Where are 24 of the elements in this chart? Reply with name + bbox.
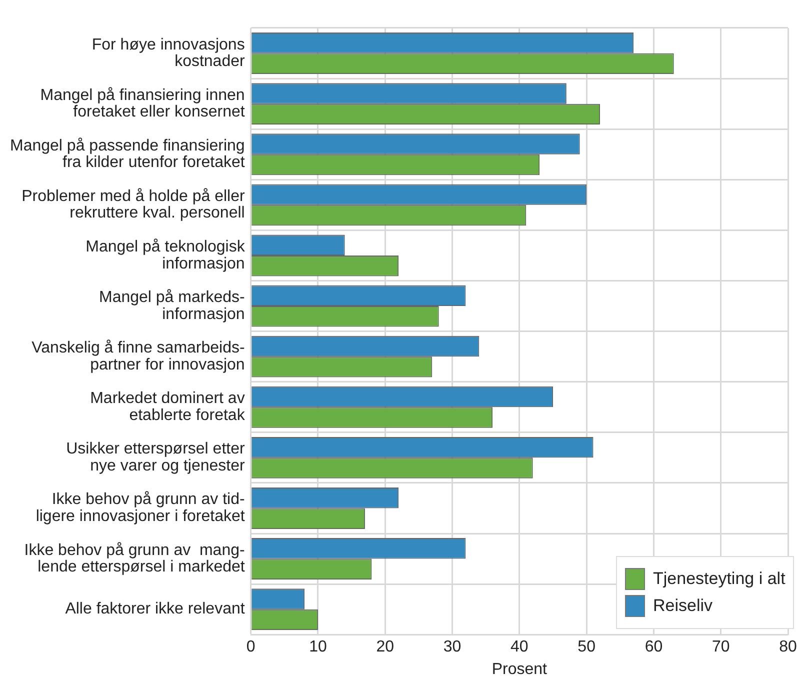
x-tick-label: 10 (309, 638, 327, 656)
x-axis-title: Prosent (492, 660, 548, 678)
y-tick-label: Ikke behov på grunn av tid- ligere innovasjoner i foretaket (36, 491, 246, 526)
x-tick-label: 20 (376, 638, 394, 656)
x-tick-label: 80 (779, 638, 797, 656)
y-tick-label: For høye innovasjons kostnader (92, 36, 246, 70)
y-tick-label: Mangel på finansiering innen foretaket eller konsernet (40, 86, 246, 121)
y-tick-label: Problemer med å holde på eller rekruttere kval. personell (22, 188, 246, 222)
y-tick-label: Mangel på markeds- informasjon (98, 289, 245, 323)
y-tick-label: Usikker etterspørsel etter nye varer og tjenester (66, 440, 246, 474)
y-tick-label: Alle faktorer ikke relevant (65, 600, 246, 618)
y-tick-label: Mangel på passende finansiering fra kilder utenfor foretaket (10, 137, 246, 172)
y-tick-label: Markedet dominert av etablerte foretak (90, 390, 246, 424)
x-tick-label: 0 (246, 638, 256, 656)
legend-label: Tjenesteyting i alt (653, 568, 786, 589)
y-tick-label: Mangel på teknologisk informasjon (86, 238, 246, 272)
x-tick-label: 30 (443, 638, 462, 656)
legend-label: Reiseliv (653, 596, 713, 616)
x-tick-label: 40 (510, 638, 528, 656)
x-tick-label: 60 (644, 638, 663, 656)
y-tick-label: Ikke behov på grunn av mang- lende etterspørsel i markedet (24, 542, 246, 576)
y-tick-label: Vanskelig å finne samarbeids- partner for innovasjon (32, 340, 245, 374)
x-tick-label: 50 (578, 638, 596, 656)
x-tick-label: 70 (712, 638, 730, 656)
